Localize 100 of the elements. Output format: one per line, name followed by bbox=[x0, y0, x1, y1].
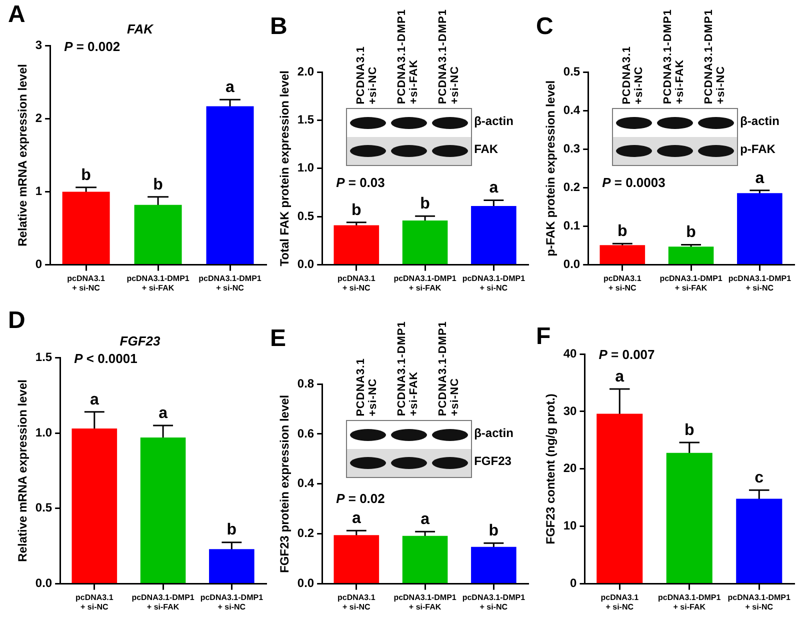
y-axis-title: FGF23 protein expression level bbox=[278, 394, 292, 573]
x-tick-label: pcDNA3.1-DMP1 + si-NC bbox=[462, 274, 526, 292]
x-tick-label: pcDNA3.1-DMP1 + si-FAK bbox=[132, 592, 195, 612]
annotation: P = 0.007 bbox=[598, 347, 655, 362]
x-tick-label: pcDNA3.1-DMP1 + si-NC bbox=[200, 592, 264, 612]
bar bbox=[666, 452, 712, 584]
x-tick-label: pcDNA3.1 + si-NC bbox=[604, 274, 642, 292]
y-tick-label: 0.0 bbox=[297, 576, 314, 590]
annotation: PCDNA3.1-DMP1 +si-FAK bbox=[662, 8, 686, 104]
annotation: PCDNA3.1 +si-NC bbox=[354, 46, 379, 104]
annotation: b bbox=[153, 176, 164, 194]
annotation: a bbox=[352, 510, 361, 528]
y-axis-title: p-FAK protein expression level bbox=[544, 80, 558, 256]
y-tick-label: 30 bbox=[563, 404, 578, 418]
y-tick-label: 0 bbox=[570, 576, 578, 590]
y-tick-label: 0.5 bbox=[297, 208, 314, 223]
text: F bbox=[536, 323, 551, 350]
bar bbox=[471, 206, 516, 264]
bar bbox=[600, 245, 646, 264]
x-tick-label: pcDNA3.1 + si-NC bbox=[76, 592, 114, 612]
annotation: PCDNA3.1-DMP1 +si-NC bbox=[703, 8, 728, 104]
x-tick-label: pcDNA3.1 + si-NC bbox=[338, 592, 376, 612]
y-tick-label: 1.0 bbox=[297, 160, 314, 175]
annotation: PCDNA3.1 +si-NC bbox=[354, 358, 379, 416]
annotation: b bbox=[618, 223, 628, 240]
bar bbox=[209, 549, 254, 584]
y-tick-label: 1.5 bbox=[35, 350, 52, 364]
text: β-actin bbox=[474, 426, 514, 440]
x-tick-label: pcDNA3.1-DMP1 + si-FAK bbox=[394, 592, 457, 612]
bar bbox=[334, 535, 380, 584]
text: β-actin bbox=[740, 114, 780, 128]
y-tick-label: 0.5 bbox=[35, 500, 52, 515]
y-tick-label: 40 bbox=[563, 346, 578, 360]
text: p-FAK bbox=[740, 142, 776, 156]
x-tick-label: pcDNA3.1-DMP1 + si-FAK bbox=[394, 274, 457, 292]
annotation: a bbox=[90, 391, 99, 408]
text: β-actin bbox=[474, 114, 514, 128]
y-tick-label: 0.5 bbox=[563, 64, 580, 78]
y-axis-title: Relative mRNA expression level bbox=[16, 64, 30, 246]
bar bbox=[72, 428, 118, 584]
annotation: b bbox=[488, 522, 499, 540]
y-tick-label: 2 bbox=[35, 110, 42, 125]
y-tick-label: 0.8 bbox=[297, 376, 314, 390]
y-tick-label: 20 bbox=[563, 461, 578, 476]
y-tick-label: 0 bbox=[35, 257, 42, 272]
y-tick-label: 1.5 bbox=[297, 112, 314, 127]
annotation: a bbox=[755, 170, 764, 187]
annotation: b bbox=[226, 522, 237, 539]
text: A bbox=[8, 1, 26, 28]
annotation: P = 0.02 bbox=[336, 490, 385, 506]
x-tick-label: pcDNA3.1-DMP1 + si-NC bbox=[462, 592, 526, 612]
bar bbox=[334, 225, 380, 264]
y-tick-label: 0.2 bbox=[297, 526, 314, 540]
annotation: c bbox=[754, 470, 764, 487]
y-axis-title: Relative mRNA expression level bbox=[16, 380, 30, 562]
bar bbox=[737, 193, 782, 264]
text: C bbox=[536, 13, 554, 40]
text: E bbox=[270, 325, 286, 352]
x-tick-label: pcDNA3.1-DMP1 + si-FAK bbox=[126, 274, 190, 292]
y-tick-label: 0.4 bbox=[297, 476, 314, 490]
annotation: a bbox=[615, 368, 624, 386]
y-tick-label: 0.4 bbox=[563, 102, 580, 117]
bar bbox=[402, 536, 448, 584]
x-tick-label: pcDNA3.1-DMP1 + si-FAK bbox=[658, 592, 722, 612]
y-tick-label: 1 bbox=[35, 184, 42, 198]
y-tick-label: 0.0 bbox=[35, 576, 52, 590]
text: D bbox=[8, 306, 26, 334]
y-tick-label: 0.0 bbox=[563, 257, 580, 272]
y-tick-label: 0.1 bbox=[563, 218, 580, 233]
y-tick-label: 0.6 bbox=[297, 426, 314, 440]
annotation: a bbox=[489, 180, 498, 197]
y-axis-title: Total FAK protein expression level bbox=[278, 70, 292, 266]
y-tick-label: 0.2 bbox=[563, 180, 580, 194]
y-tick-label: 3 bbox=[35, 38, 42, 52]
bar bbox=[596, 414, 643, 584]
chart-title: FGF23 bbox=[120, 333, 161, 348]
y-tick-label: 0.0 bbox=[297, 257, 314, 272]
y-tick-label: 10 bbox=[563, 518, 578, 533]
annotation: P = 0.03 bbox=[336, 175, 385, 190]
y-tick-label: 1.0 bbox=[35, 425, 52, 440]
bar bbox=[206, 106, 254, 264]
x-tick-label: pcDNA3.1 + si-NC bbox=[67, 274, 106, 292]
bar bbox=[736, 498, 782, 584]
annotation: PCDNA3.1-DMP1 +si-NC bbox=[437, 8, 462, 104]
x-tick-label: pcDNA3.1-DMP1 + si-FAK bbox=[660, 274, 723, 292]
annotation: PCDNA3.1-DMP1 +si-NC bbox=[437, 320, 462, 416]
annotation: a bbox=[158, 404, 168, 422]
bar bbox=[140, 438, 186, 584]
annotation: b bbox=[352, 202, 362, 219]
bar bbox=[471, 546, 516, 584]
annotation: a bbox=[420, 511, 430, 528]
chart-title: FAK bbox=[127, 21, 155, 36]
x-tick-label: pcDNA3.1 + si-NC bbox=[600, 592, 640, 612]
bar bbox=[134, 204, 182, 264]
annotation: b bbox=[81, 166, 92, 184]
annotation: PCDNA3.1 +si-NC bbox=[620, 46, 645, 104]
annotation: P = 0.0003 bbox=[602, 175, 666, 190]
bar bbox=[62, 192, 110, 264]
annotation: P < 0.0001 bbox=[74, 350, 138, 366]
annotation: b bbox=[420, 196, 430, 213]
